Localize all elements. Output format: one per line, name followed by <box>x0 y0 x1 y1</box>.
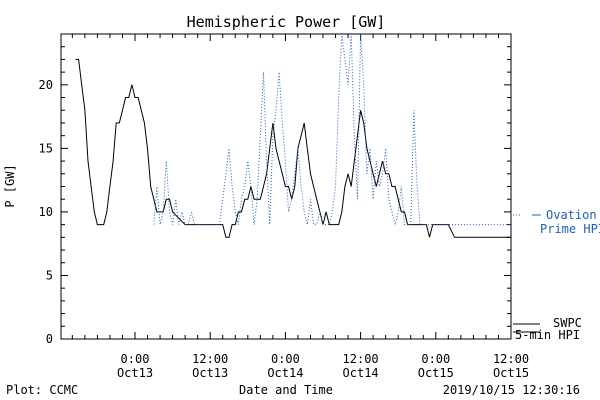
y-axis-ticks: 0 5 10 15 20 <box>39 33 511 346</box>
y-tick-label: 10 <box>39 205 53 219</box>
legend-ovation: Ovation Prime HPI <box>513 208 600 236</box>
x-tick-time-label: 0:00 <box>421 352 450 366</box>
x-tick-date-label: Oct13 <box>192 366 228 380</box>
x-tick-time-label: 12:00 <box>192 352 228 366</box>
x-tick-date-label: Oct13 <box>117 366 153 380</box>
x-tick-time-label: 12:00 <box>493 352 529 366</box>
series-line-ovation <box>153 34 511 226</box>
y-tick-label: 5 <box>46 268 53 282</box>
y-tick-label: 0 <box>46 332 53 346</box>
y-tick-label: 15 <box>39 141 53 155</box>
legend-ovation-line1: Ovation <box>546 208 597 222</box>
timestamp: 2019/10/15 12:30:16 <box>443 383 580 397</box>
x-tick-time-label: 0:00 <box>271 352 300 366</box>
legend-ovation-line2: Prime HPI <box>540 222 600 236</box>
x-tick-date-label: Oct15 <box>418 366 454 380</box>
y-tick-label: 20 <box>39 78 53 92</box>
x-axis-ticks: 0:00Oct1312:00Oct130:00Oct1412:00Oct140:… <box>71 34 529 380</box>
x-tick-time-label: 0:00 <box>121 352 150 366</box>
x-tick-date-label: Oct15 <box>493 366 529 380</box>
series-line-swpc <box>75 58 511 238</box>
y-axis-label: P [GW] <box>3 164 17 207</box>
legend-swpc-line2: 5-min HPI <box>515 328 580 342</box>
x-tick-date-label: Oct14 <box>343 366 379 380</box>
legend-swpc: SWPC 5-min HPI <box>513 316 582 342</box>
legend-swpc-line1: SWPC <box>553 316 582 330</box>
x-tick-date-label: Oct14 <box>267 366 303 380</box>
x-tick-time-label: 12:00 <box>343 352 379 366</box>
plot-credit: Plot: CCMC <box>6 383 78 397</box>
chart-title: Hemispheric Power [GW] <box>187 13 386 31</box>
x-axis-label: Date and Time <box>239 383 333 397</box>
series-layer <box>75 34 511 238</box>
